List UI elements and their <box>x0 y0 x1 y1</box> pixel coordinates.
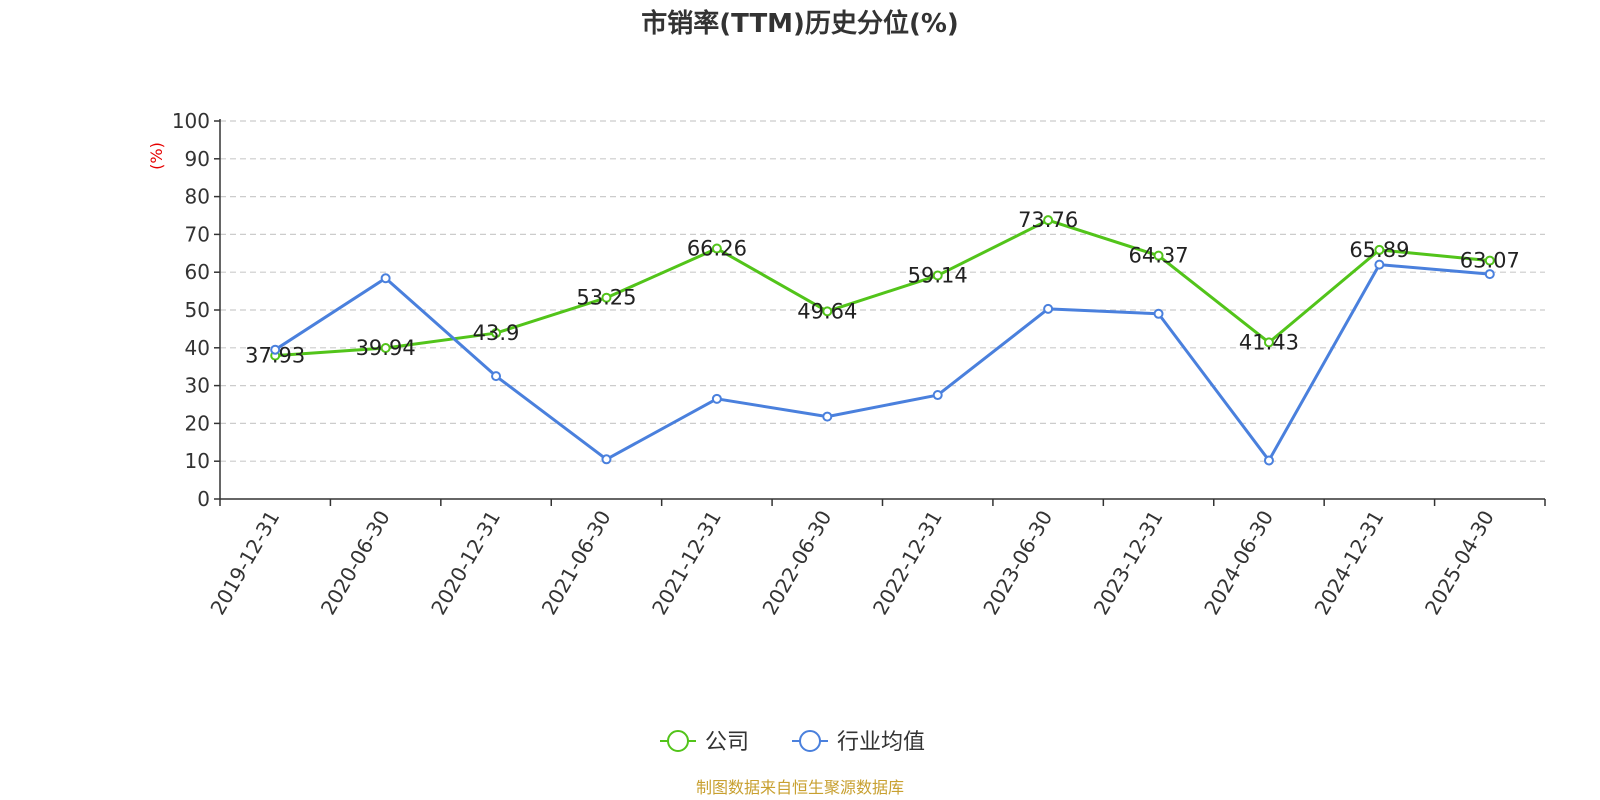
x-tick-label: 2022-12-31 <box>868 506 947 619</box>
legend-marker <box>799 730 821 752</box>
legend-label: 行业均值 <box>837 730 925 755</box>
data-label: 64.37 <box>1128 244 1188 268</box>
x-tick-label: 2023-12-31 <box>1089 506 1168 619</box>
y-tick-label: 50 <box>185 298 210 322</box>
data-label: 53.25 <box>576 286 636 310</box>
x-tick-label: 2023-06-30 <box>978 506 1057 619</box>
data-point[interactable] <box>932 390 943 401</box>
y-tick-label: 80 <box>185 185 210 209</box>
data-point[interactable] <box>380 273 391 284</box>
x-tick-label: 2025-04-30 <box>1420 506 1499 619</box>
data-point[interactable] <box>601 454 612 465</box>
series-lines <box>270 215 1495 466</box>
y-axis-label: (%) <box>147 142 166 170</box>
data-point[interactable] <box>270 344 281 355</box>
x-tick-label: 2020-12-31 <box>426 506 505 619</box>
data-point[interactable] <box>932 270 943 281</box>
chart-title: 市销率(TTM)历史分位(%) <box>641 8 959 39</box>
data-point[interactable] <box>1374 259 1385 270</box>
grid-lines <box>220 120 1545 462</box>
y-tick-label: 10 <box>185 449 210 473</box>
data-label: 43.9 <box>473 321 520 345</box>
legend-label: 公司 <box>705 730 749 755</box>
data-point[interactable] <box>601 292 612 303</box>
data-point[interactable] <box>380 343 391 354</box>
data-point[interactable] <box>822 411 833 422</box>
y-tick-label: 70 <box>185 222 210 246</box>
legend-item-1[interactable]: 行业均值 <box>792 730 925 755</box>
data-point[interactable] <box>822 306 833 317</box>
data-label: 66.26 <box>687 237 747 261</box>
data-point[interactable] <box>1374 244 1385 255</box>
data-label: 59.14 <box>908 263 968 287</box>
data-point[interactable] <box>711 243 722 254</box>
x-tick-label: 2022-06-30 <box>757 506 836 619</box>
y-tick-label: 90 <box>185 147 210 171</box>
data-point[interactable] <box>1153 308 1164 319</box>
data-point[interactable] <box>491 328 502 339</box>
data-point[interactable] <box>1043 215 1054 226</box>
data-label: 49.64 <box>797 299 857 323</box>
data-point[interactable] <box>491 371 502 382</box>
y-tick-label: 40 <box>185 336 210 360</box>
data-point[interactable] <box>1153 250 1164 261</box>
y-tick-label: 0 <box>197 487 210 511</box>
data-label: 73.76 <box>1018 208 1078 232</box>
legend[interactable]: 公司 行业均值 <box>660 730 925 755</box>
x-tick-label: 2019-12-31 <box>205 506 284 619</box>
data-point[interactable] <box>1043 303 1054 314</box>
legend-marker <box>667 730 689 752</box>
series-line-1 <box>274 263 1490 462</box>
x-tick-label: 2021-06-30 <box>537 506 616 619</box>
data-label: 41.43 <box>1239 330 1299 354</box>
x-tick-label: 2024-12-31 <box>1310 506 1389 619</box>
data-point[interactable] <box>1484 269 1495 280</box>
x-tick-label: 2020-06-30 <box>316 506 395 619</box>
y-tick-label: 100 <box>172 109 210 133</box>
source-note: 制图数据来自恒生聚源数据库 <box>696 778 904 797</box>
data-label: 39.94 <box>356 336 416 360</box>
x-tick-label: 2021-12-31 <box>647 506 726 619</box>
series-line-0 <box>275 218 1490 358</box>
data-labels: 37.93 39.94 43.9 53.25 66.26 49.64 59.14 73.76 6… <box>245 208 1520 367</box>
data-label: 37.93 <box>245 344 305 368</box>
data-point[interactable] <box>711 393 722 404</box>
data-label: 65.89 <box>1349 238 1409 262</box>
data-point[interactable] <box>1263 455 1274 466</box>
y-tick-label: 30 <box>185 374 210 398</box>
data-point[interactable] <box>1484 255 1495 266</box>
axes: 0 10 20 30 40 50 60 70 80 90 100 2019-12-31 2020-06-… <box>172 109 1546 619</box>
x-tick-label: 2024-06-30 <box>1199 506 1278 619</box>
y-tick-label: 20 <box>185 411 210 435</box>
y-tick-label: 60 <box>185 260 210 284</box>
data-point[interactable] <box>1263 337 1274 348</box>
data-label: 63.07 <box>1460 249 1520 273</box>
legend-item-0[interactable]: 公司 <box>660 730 749 755</box>
